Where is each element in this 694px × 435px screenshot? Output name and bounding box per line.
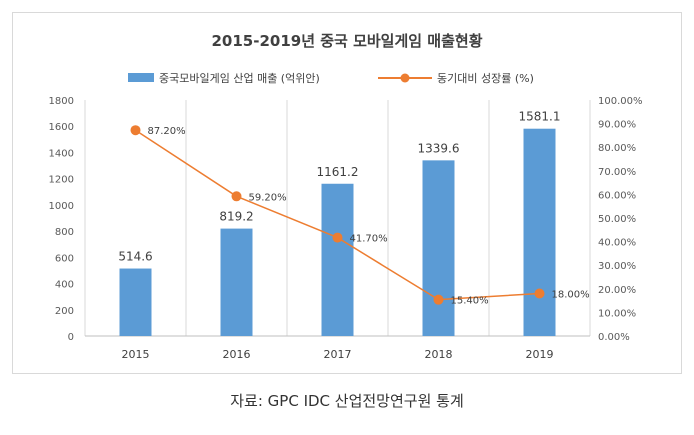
chart-title: 2015-2019년 중국 모바일게임 매출현황 <box>212 32 483 50</box>
y-left-tick-label: 1400 <box>49 148 74 159</box>
legend-swatch-bar <box>128 73 154 82</box>
y-right-tick-label: 80.00% <box>598 143 636 154</box>
y-right-tick-label: 60.00% <box>598 190 636 201</box>
line-marker <box>534 288 545 299</box>
y-right-tick-label: 90.00% <box>598 120 636 131</box>
y-right-tick-label: 40.00% <box>598 238 636 249</box>
y-left-tick-label: 600 <box>55 253 74 264</box>
y-left-tick-label: 1000 <box>49 201 74 212</box>
x-tick-label: 2019 <box>526 348 554 361</box>
y-right-tick-label: 50.00% <box>598 214 636 225</box>
x-tick-label: 2018 <box>425 348 453 361</box>
x-tick-label: 2015 <box>122 348 150 361</box>
y-right-tick-label: 30.00% <box>598 261 636 272</box>
y-left-tick-label: 0 <box>68 332 74 343</box>
legend-label-line: 동기대비 성장률 (%) <box>437 72 534 85</box>
x-tick-label: 2016 <box>223 348 251 361</box>
line-data-label: 41.70% <box>350 234 388 245</box>
y-left-tick-label: 400 <box>55 280 74 291</box>
y-right-tick-label: 10.00% <box>598 308 636 319</box>
bar <box>422 160 455 336</box>
bar <box>523 128 556 336</box>
bar <box>321 183 354 336</box>
y-right-tick-label: 70.00% <box>598 167 636 178</box>
line-data-label: 15.40% <box>451 296 489 307</box>
y-left-tick-label: 1600 <box>49 122 74 133</box>
x-tick-label: 2017 <box>324 348 352 361</box>
bar <box>220 228 253 336</box>
line-data-label: 18.00% <box>552 290 590 301</box>
line-marker <box>433 294 444 305</box>
legend-label-bar: 중국모바일게임 산업 매출 (억위안) <box>159 71 320 85</box>
line-data-label: 59.20% <box>249 192 287 203</box>
y-right-tick-label: 100.00% <box>598 96 643 107</box>
bar <box>119 268 152 336</box>
line-marker <box>231 191 242 202</box>
y-right-tick-label: 0.00% <box>598 332 630 343</box>
line-marker <box>130 125 141 136</box>
bar-data-label: 1339.6 <box>418 141 460 155</box>
y-left-tick-label: 1800 <box>49 96 74 107</box>
bar-data-label: 1581.1 <box>519 110 561 124</box>
bar-data-label: 819.2 <box>219 210 253 224</box>
line-data-label: 87.20% <box>148 126 186 137</box>
y-left-tick-label: 800 <box>55 227 74 238</box>
y-left-tick-label: 200 <box>55 306 74 317</box>
bar-data-label: 514.6 <box>118 250 152 264</box>
source-caption: 자료: GPC IDC 산업전망연구원 통계 <box>230 392 464 410</box>
line-marker <box>332 232 343 243</box>
legend-marker-line <box>400 73 410 83</box>
y-left-tick-label: 1200 <box>49 175 74 186</box>
bar-data-label: 1161.2 <box>317 165 359 179</box>
y-right-tick-label: 20.00% <box>598 285 636 296</box>
